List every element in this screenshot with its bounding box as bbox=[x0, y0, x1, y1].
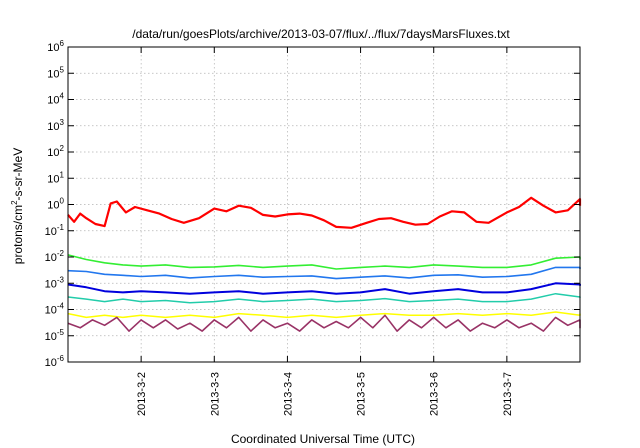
y-tick-base: 10 bbox=[45, 226, 57, 238]
x-tick-label: 2013-3-4 bbox=[282, 372, 294, 416]
x-tick-label: 2013-3-7 bbox=[502, 372, 514, 416]
y-tick-labels: 10-610-510-410-310-210-11001011021031041… bbox=[45, 39, 65, 369]
y-tick-label: 106 bbox=[47, 39, 64, 54]
y-axis-label-sup: 2 bbox=[10, 200, 19, 205]
y-tick-base: 10 bbox=[45, 252, 57, 264]
x-tick-label: 2013-3-6 bbox=[429, 372, 441, 416]
y-tick-base: 10 bbox=[47, 121, 59, 133]
y-axis-label-pre: protons/cm bbox=[11, 205, 25, 264]
y-tick-label: 10-6 bbox=[45, 354, 65, 369]
y-tick-label: 10-2 bbox=[45, 249, 65, 264]
y-tick-base: 10 bbox=[47, 147, 59, 159]
y-tick-exp: 4 bbox=[60, 92, 65, 101]
y-tick-label: 10-3 bbox=[45, 275, 65, 290]
y-tick-exp: -1 bbox=[57, 223, 65, 232]
x-tick-label: 2013-3-5 bbox=[356, 372, 368, 416]
grid-lines bbox=[68, 47, 580, 362]
y-tick-base: 10 bbox=[47, 42, 59, 54]
y-tick-label: 100 bbox=[47, 197, 64, 212]
y-tick-base: 10 bbox=[45, 357, 57, 369]
y-tick-label: 10-5 bbox=[45, 328, 65, 343]
y-tick-exp: 5 bbox=[60, 65, 65, 74]
y-tick-exp: 2 bbox=[60, 144, 65, 153]
series-line-7 bbox=[67, 314, 581, 332]
series-line-4 bbox=[67, 282, 581, 295]
y-tick-label: 105 bbox=[47, 65, 64, 80]
y-tick-base: 10 bbox=[45, 331, 57, 343]
y-tick-base: 10 bbox=[47, 68, 59, 80]
y-axis-label: protons/cm2-s-sr-MeV bbox=[10, 148, 25, 264]
series-line-3 bbox=[67, 266, 581, 280]
y-tick-base: 10 bbox=[45, 305, 57, 317]
y-tick-base: 10 bbox=[47, 95, 59, 107]
y-tick-exp: 6 bbox=[60, 39, 65, 48]
y-tick-exp: 3 bbox=[60, 118, 65, 127]
y-tick-base: 10 bbox=[47, 200, 59, 212]
y-tick-exp: -4 bbox=[57, 302, 65, 311]
x-axis-label: Coordinated Universal Time (UTC) bbox=[231, 432, 415, 446]
y-tick-label: 104 bbox=[47, 92, 64, 107]
y-tick-label: 102 bbox=[47, 144, 64, 159]
series-layer bbox=[67, 196, 582, 332]
y-tick-base: 10 bbox=[47, 173, 59, 185]
y-tick-label: 101 bbox=[47, 170, 64, 185]
x-tick-labels: 2013-3-2 2013-3-3 2013-3-4 2013-3-5 2013-3-6… bbox=[136, 372, 514, 416]
series-line-1 bbox=[67, 196, 582, 229]
axis-ticks bbox=[68, 46, 580, 363]
y-tick-label: 103 bbox=[47, 118, 64, 133]
y-tick-label: 10-1 bbox=[45, 223, 65, 238]
series-line-6 bbox=[67, 311, 581, 319]
x-tick-label: 2013-3-2 bbox=[136, 372, 148, 416]
chart-title: /data/run/goesPlots/archive/2013-03-07/f… bbox=[132, 27, 510, 41]
x-tick-label: 2013-3-3 bbox=[209, 372, 221, 416]
y-tick-exp: -2 bbox=[57, 249, 65, 258]
series-line-5 bbox=[67, 292, 581, 304]
y-tick-exp: 0 bbox=[60, 197, 65, 206]
y-tick-label: 10-4 bbox=[45, 302, 65, 317]
series-line-2 bbox=[67, 254, 581, 270]
y-tick-exp: 1 bbox=[60, 170, 65, 179]
y-tick-exp: -6 bbox=[57, 354, 65, 363]
y-tick-exp: -5 bbox=[57, 328, 65, 337]
y-tick-base: 10 bbox=[45, 278, 57, 290]
y-tick-exp: -3 bbox=[57, 275, 65, 284]
y-axis-label-post: -s-sr-MeV bbox=[11, 148, 25, 201]
